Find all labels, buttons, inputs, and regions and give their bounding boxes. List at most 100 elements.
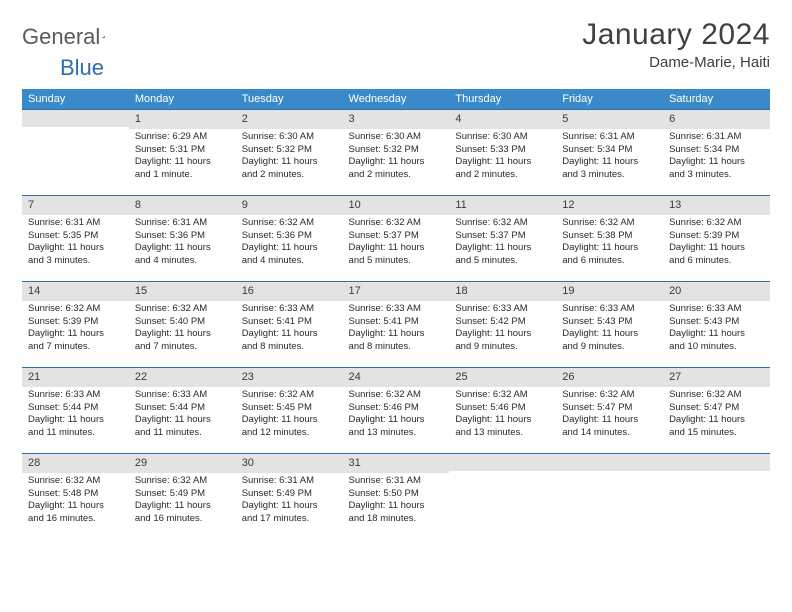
day-body: Sunrise: 6:33 AMSunset: 5:41 PMDaylight:… [343,301,450,358]
day-number: 26 [556,367,663,387]
day-number: 14 [22,281,129,301]
day-number: 7 [22,195,129,215]
sunrise-text: Sunrise: 6:33 AM [135,389,230,402]
day-number: 5 [556,109,663,129]
daylight-text-1: Daylight: 11 hours [562,156,657,169]
calendar-week-row: 7 Sunrise: 6:31 AM Sunset: 5:35 PM Daylight… [22,195,770,281]
daylight-text-1: Daylight: 11 hours [349,414,444,427]
daylight-text-2: and 9 minutes. [562,341,657,354]
day-body: Sunrise: 6:32 AMSunset: 5:46 PMDaylight:… [449,387,556,444]
calendar-day-cell: 28Sunrise: 6:32 AMSunset: 5:48 PMDayligh… [22,453,129,539]
daylight-text-1: Daylight: 11 hours [242,500,337,513]
calendar-day-cell: 12Sunrise: 6:32 AMSunset: 5:38 PMDayligh… [556,195,663,281]
daylight-text-1: Daylight: 11 hours [135,500,230,513]
logo-triangle-icon [102,30,105,44]
day-body: Sunrise: 6:33 AMSunset: 5:43 PMDaylight:… [556,301,663,358]
sunset-text: Sunset: 5:39 PM [669,230,764,243]
sunrise-text: Sunrise: 6:32 AM [455,217,550,230]
daylight-text-1: Daylight: 11 hours [135,328,230,341]
daylight-text-2: and 5 minutes. [455,255,550,268]
sunset-text: Sunset: 5:43 PM [669,316,764,329]
daylight-text-1: Daylight: 11 hours [28,500,123,513]
daylight-text-2: and 13 minutes. [349,427,444,440]
sunset-text: Sunset: 5:44 PM [28,402,123,415]
day-body: Sunrise: 6:33 AMSunset: 5:44 PMDaylight:… [22,387,129,444]
daylight-text-1: Daylight: 11 hours [562,328,657,341]
sunrise-text: Sunrise: 6:33 AM [669,303,764,316]
day-number: 30 [236,453,343,473]
day-body [663,471,770,477]
day-header: Saturday [663,89,770,109]
day-body: Sunrise: 6:31 AMSunset: 5:34 PMDaylight:… [556,129,663,186]
daylight-text-2: and 9 minutes. [455,341,550,354]
calendar-day-cell: 15Sunrise: 6:32 AMSunset: 5:40 PMDayligh… [129,281,236,367]
calendar-day-cell: 17Sunrise: 6:33 AMSunset: 5:41 PMDayligh… [343,281,450,367]
calendar-day-cell: 10Sunrise: 6:32 AMSunset: 5:37 PMDayligh… [343,195,450,281]
sunset-text: Sunset: 5:33 PM [455,144,550,157]
day-number [22,109,129,127]
day-number: 27 [663,367,770,387]
day-number [556,453,663,471]
calendar-day-cell [449,453,556,539]
daylight-text-1: Daylight: 11 hours [669,242,764,255]
sunrise-text: Sunrise: 6:30 AM [242,131,337,144]
daylight-text-1: Daylight: 11 hours [669,328,764,341]
calendar-day-cell [663,453,770,539]
brand-logo: General [22,18,120,50]
day-number [449,453,556,471]
day-body: Sunrise: 6:32 AMSunset: 5:46 PMDaylight:… [343,387,450,444]
day-number: 31 [343,453,450,473]
day-body: Sunrise: 6:32 AMSunset: 5:47 PMDaylight:… [663,387,770,444]
sunrise-text: Sunrise: 6:31 AM [669,131,764,144]
sunrise-text: Sunrise: 6:32 AM [455,389,550,402]
daylight-text-1: Daylight: 11 hours [242,414,337,427]
sunset-text: Sunset: 5:39 PM [28,316,123,329]
calendar-week-row: 14 Sunrise: 6:32 AM Sunset: 5:39 PM Dayligh… [22,281,770,367]
sunrise-text: Sunrise: 6:29 AM [135,131,230,144]
day-header: Thursday [449,89,556,109]
sunset-text: Sunset: 5:47 PM [562,402,657,415]
calendar-day-cell: 5Sunrise: 6:31 AMSunset: 5:34 PMDaylight… [556,109,663,195]
sunset-text: Sunset: 5:46 PM [455,402,550,415]
day-body [556,471,663,477]
daylight-text-2: and 12 minutes. [242,427,337,440]
day-body: Sunrise: 6:32 AMSunset: 5:48 PMDaylight:… [22,473,129,530]
daylight-text-2: and 14 minutes. [562,427,657,440]
sunset-text: Sunset: 5:35 PM [28,230,123,243]
day-number: 21 [22,367,129,387]
day-body: Sunrise: 6:32 AMSunset: 5:47 PMDaylight:… [556,387,663,444]
sunset-text: Sunset: 5:49 PM [135,488,230,501]
day-number: 19 [556,281,663,301]
day-body: Sunrise: 6:31 AMSunset: 5:49 PMDaylight:… [236,473,343,530]
sunset-text: Sunset: 5:36 PM [135,230,230,243]
sunset-text: Sunset: 5:41 PM [349,316,444,329]
daylight-text-2: and 6 minutes. [562,255,657,268]
daylight-text-2: and 11 minutes. [28,427,123,440]
calendar-day-cell: 23Sunrise: 6:32 AMSunset: 5:45 PMDayligh… [236,367,343,453]
daylight-text-1: Daylight: 11 hours [242,242,337,255]
day-number: 17 [343,281,450,301]
daylight-text-1: Daylight: 11 hours [135,242,230,255]
calendar-day-cell: 13Sunrise: 6:32 AMSunset: 5:39 PMDayligh… [663,195,770,281]
sunrise-text: Sunrise: 6:32 AM [135,303,230,316]
day-body: Sunrise: 6:30 AMSunset: 5:33 PMDaylight:… [449,129,556,186]
daylight-text-2: and 15 minutes. [669,427,764,440]
daylight-text-2: and 6 minutes. [669,255,764,268]
daylight-text-2: and 8 minutes. [242,341,337,354]
calendar-day-cell: 4Sunrise: 6:30 AMSunset: 5:33 PMDaylight… [449,109,556,195]
day-number: 23 [236,367,343,387]
day-number: 29 [129,453,236,473]
sunrise-text: Sunrise: 6:32 AM [28,475,123,488]
calendar-day-cell: 22Sunrise: 6:33 AMSunset: 5:44 PMDayligh… [129,367,236,453]
day-number: 3 [343,109,450,129]
sunset-text: Sunset: 5:37 PM [349,230,444,243]
day-body: Sunrise: 6:30 AMSunset: 5:32 PMDaylight:… [343,129,450,186]
calendar-day-cell: 1Sunrise: 6:29 AMSunset: 5:31 PMDaylight… [129,109,236,195]
sunrise-text: Sunrise: 6:31 AM [135,217,230,230]
day-number: 13 [663,195,770,215]
sunset-text: Sunset: 5:46 PM [349,402,444,415]
sunrise-text: Sunrise: 6:33 AM [455,303,550,316]
day-number: 24 [343,367,450,387]
day-body [22,127,129,133]
brand-part1: General [22,24,100,50]
